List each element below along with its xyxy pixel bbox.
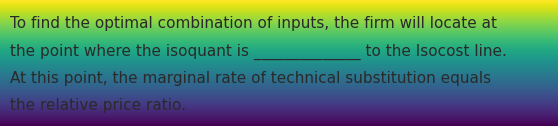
Text: To find the optimal combination of inputs, the firm will locate at: To find the optimal combination of input… [10, 16, 497, 31]
Text: the relative price ratio.: the relative price ratio. [10, 98, 186, 113]
Text: the point where the isoquant is ______________ to the Isocost line.: the point where the isoquant is ________… [10, 43, 507, 60]
Text: At this point, the marginal rate of technical substitution equals: At this point, the marginal rate of tech… [10, 71, 491, 86]
